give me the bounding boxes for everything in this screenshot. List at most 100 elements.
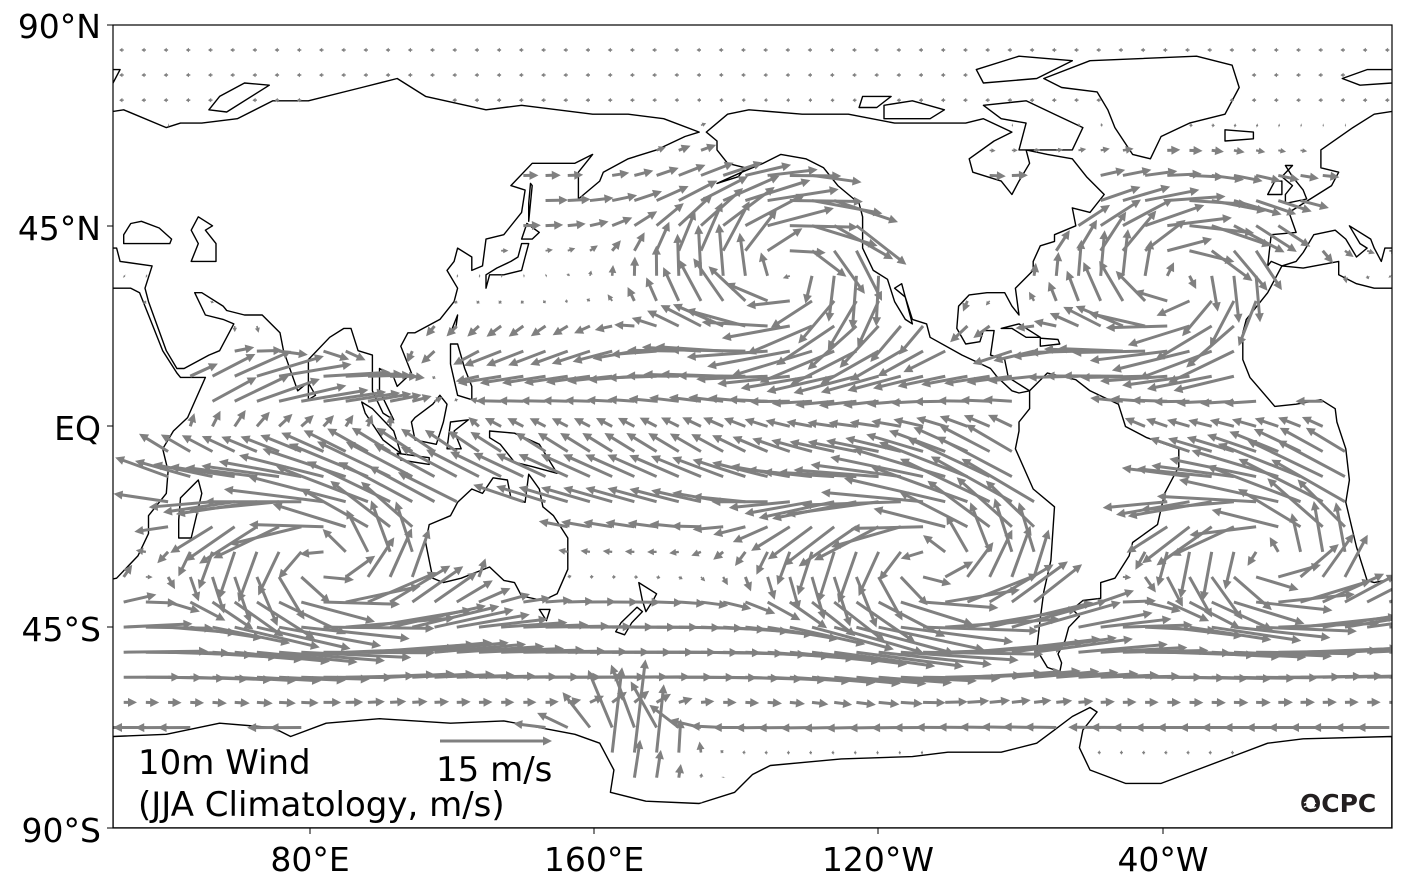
wind-vector: [700, 697, 715, 707]
landmass: [1043, 55, 1240, 160]
wind-vector: [518, 97, 524, 103]
wind-vector: [1267, 478, 1324, 528]
wind-vector: [518, 453, 569, 478]
wind-vector: [1340, 72, 1345, 78]
wind-vector: [874, 47, 879, 53]
wind-vector: [988, 374, 1035, 385]
wind-vector: [585, 97, 590, 103]
wind-vector: [612, 597, 639, 607]
wind-vector: [496, 453, 547, 478]
wind-vector: [793, 374, 857, 395]
wind-vector: [691, 549, 702, 557]
wind-vector: [1296, 47, 1301, 53]
landmass: [638, 581, 658, 613]
x-axis: 80°E 160°E 120°W 40°W: [270, 828, 1209, 879]
wind-vector: [1344, 249, 1354, 257]
wind-vector: [478, 697, 493, 707]
wind-vector: [211, 377, 257, 403]
wind-vector: [457, 374, 502, 387]
wind-vector: [496, 484, 546, 504]
wind-vector: [736, 232, 747, 276]
wind-vector: [1208, 750, 1212, 755]
wind-vector: [564, 299, 568, 304]
wind-vector: [855, 250, 882, 301]
wind-vector: [1166, 600, 1210, 622]
wind-vector: [221, 436, 258, 453]
wind-vector: [145, 574, 153, 580]
wind-vector: [450, 451, 502, 478]
wind-vector: [563, 485, 613, 504]
wind-vector: [874, 72, 879, 78]
landmass: [1341, 68, 1392, 86]
wind-vector: [1278, 416, 1302, 428]
wind-vector: [1388, 599, 1392, 604]
wind-vector: [1344, 574, 1392, 604]
wind-vector: [518, 485, 569, 504]
wind-vector: [890, 398, 924, 407]
wind-vector: [1033, 696, 1052, 706]
wind-vector: [764, 750, 768, 755]
wind-vector: [811, 174, 862, 186]
wind-vector: [721, 324, 791, 341]
wind-vector: [1273, 72, 1279, 78]
wind-vectors: [113, 47, 1392, 803]
wind-vector: [478, 615, 548, 629]
wind-vector: [1053, 252, 1063, 276]
wind-vector: [1210, 275, 1221, 312]
wind-vector: [866, 398, 901, 408]
wind-vector: [920, 750, 923, 755]
wind-vector: [607, 294, 614, 302]
wind-vector: [1122, 697, 1137, 707]
wind-vector: [1090, 722, 1123, 732]
wind-vector: [1077, 204, 1111, 227]
wind-vector: [918, 47, 923, 53]
wind-vector: [1340, 47, 1345, 53]
wind-vector: [567, 170, 584, 180]
wind-vector: [1210, 300, 1236, 347]
wave-icon: [1303, 801, 1317, 809]
wind-vector: [786, 750, 790, 755]
wind-vector: [751, 525, 791, 551]
wind-vector: [1136, 465, 1212, 479]
wind-vector: [589, 245, 598, 252]
wind-vector: [767, 698, 782, 708]
wind-vector: [807, 439, 857, 453]
wind-vector: [1124, 417, 1146, 428]
wind-vector: [1156, 492, 1257, 504]
wind-vector: [853, 750, 857, 755]
wind-vector: [855, 224, 907, 265]
wind-vector: [1112, 723, 1146, 732]
wind-vector: [212, 675, 273, 685]
wind-vector: [1100, 122, 1103, 128]
wind-vector: [1165, 262, 1175, 277]
wind-vector: [735, 723, 768, 733]
wind-vector: [1255, 224, 1297, 252]
wind-vector: [1142, 525, 1191, 564]
wind-vector: [745, 650, 831, 661]
wind-vector: [900, 550, 924, 561]
wind-vector: [157, 723, 191, 733]
wind-vector: [1078, 669, 1139, 679]
wind-vector: [258, 551, 281, 596]
wind-vector: [732, 436, 769, 453]
wind-vector: [728, 500, 790, 512]
wind-vector: [788, 600, 828, 629]
wind-vector: [1300, 578, 1372, 604]
wind-vector: [454, 300, 459, 304]
wind-vector: [602, 548, 613, 555]
wind-vector: [1312, 723, 1345, 732]
wind-vector: [856, 650, 964, 670]
wind-vector: [1321, 249, 1334, 264]
wind-vector: [249, 520, 324, 530]
wind-vector: [811, 650, 908, 668]
wind-vector: [538, 518, 568, 529]
wind-vector: [217, 551, 237, 599]
wind-vector: [453, 349, 480, 365]
wind-vector: [518, 72, 524, 78]
wind-vector: [967, 669, 1043, 679]
wind-vector: [296, 47, 302, 53]
wind-vector: [145, 698, 160, 707]
wind-vector: [523, 273, 525, 278]
wind-vector: [566, 273, 571, 277]
wind-vector: [1099, 199, 1141, 227]
